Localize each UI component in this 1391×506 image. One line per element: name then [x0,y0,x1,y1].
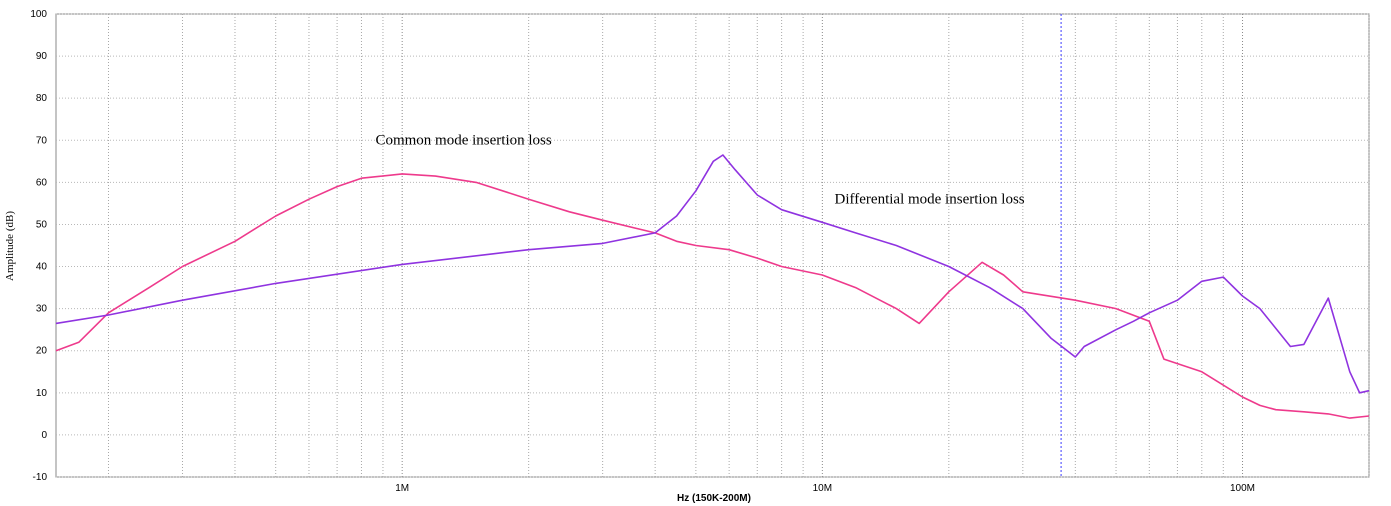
y-tick-label: 10 [36,388,48,399]
x-tick-label: 1M [395,483,409,494]
x-axis-title: Hz (150K-200M) [677,493,751,504]
y-tick-label: 90 [36,51,48,62]
y-tick-label: 20 [36,346,48,357]
x-tick-labels: 1M 10M 100M [395,483,1255,494]
y-tick-label: 70 [36,135,48,146]
annotations: Common mode insertion loss Differential m… [375,132,1024,207]
series-group [55,154,1370,419]
x-tick-label: 100M [1230,483,1255,494]
y-tick-labels: -10 0 10 20 30 40 50 60 70 80 90 100 [30,9,47,483]
common-mode-annotation: Common mode insertion loss [375,132,551,148]
differential-mode-series-line [55,154,1370,394]
y-tick-label: 30 [36,304,48,315]
y-tick-label: -10 [33,472,48,483]
plot-background [55,13,1370,478]
y-axis-title: Amplitude (dB) [4,211,16,281]
y-tick-label: 60 [36,177,48,188]
x-tick-label: 10M [813,483,832,494]
common-mode-series-line [55,173,1370,419]
y-tick-label: 0 [41,430,47,441]
differential-mode-annotation: Differential mode insertion loss [835,191,1025,207]
y-tick-label: 100 [30,9,47,20]
y-tick-label: 40 [36,262,48,273]
y-tick-label: 80 [36,93,48,104]
y-tick-label: 50 [36,219,48,230]
